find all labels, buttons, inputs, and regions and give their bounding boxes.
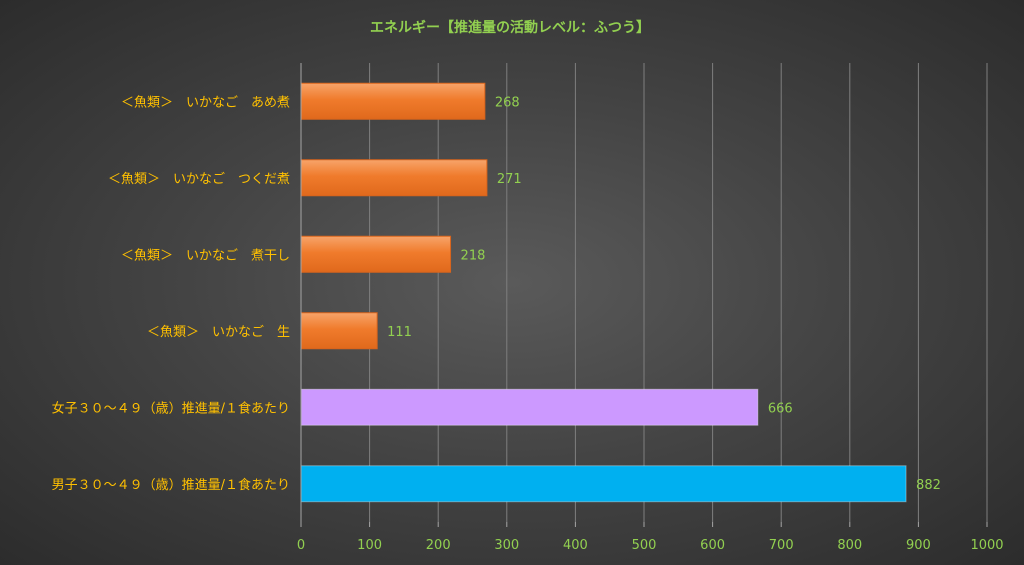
bar bbox=[300, 312, 378, 350]
category-label: 女子３０～４９（歳）推進量/１食あたり bbox=[52, 400, 290, 416]
bar bbox=[300, 159, 488, 197]
data-label: 268 bbox=[495, 95, 520, 110]
category-label: ＜魚類＞ いかなご 生 bbox=[147, 324, 290, 340]
chart-title: エネルギー【推進量の活動レベル：ふつう】 bbox=[370, 19, 650, 36]
x-tick-label: 0 bbox=[297, 538, 305, 553]
x-tick-label: 900 bbox=[906, 538, 931, 553]
x-tick-label: 200 bbox=[426, 538, 451, 553]
x-tick-label: 300 bbox=[494, 538, 519, 553]
category-label: ＜魚類＞ いかなご つくだ煮 bbox=[108, 171, 290, 187]
value-labels: 268 271 218 111 666 882 bbox=[387, 95, 941, 493]
grid-lines bbox=[369, 63, 988, 522]
x-tick-label: 600 bbox=[700, 538, 725, 553]
category-labels: ＜魚類＞ いかなご あめ煮 ＜魚類＞ いかなご つくだ煮 ＜魚類＞ いかなご 煮干し… bbox=[52, 94, 290, 493]
x-tick-label: 400 bbox=[563, 538, 588, 553]
bar bbox=[300, 465, 907, 503]
x-tick-label: 800 bbox=[837, 538, 862, 553]
x-tick-label: 700 bbox=[769, 538, 794, 553]
data-label: 218 bbox=[461, 248, 486, 263]
x-tick-label: 500 bbox=[632, 538, 657, 553]
category-label: 男子３０～４９（歳）推進量/１食あたり bbox=[52, 477, 290, 493]
data-label: 666 bbox=[768, 401, 793, 416]
bar bbox=[300, 235, 452, 273]
x-tick-label: 100 bbox=[357, 538, 382, 553]
bar bbox=[300, 388, 759, 426]
bars bbox=[300, 82, 907, 503]
x-axis-ticks: 0 100 200 300 400 500 600 700 800 900 1000 bbox=[297, 522, 1004, 553]
category-label: ＜魚類＞ いかなご あめ煮 bbox=[121, 94, 290, 110]
data-label: 271 bbox=[497, 172, 522, 187]
data-label: 111 bbox=[387, 325, 412, 340]
data-label: 882 bbox=[916, 478, 941, 493]
category-label: ＜魚類＞ いかなご 煮干し bbox=[121, 247, 290, 263]
x-tick-label: 1000 bbox=[970, 538, 1003, 553]
bar bbox=[300, 82, 486, 120]
